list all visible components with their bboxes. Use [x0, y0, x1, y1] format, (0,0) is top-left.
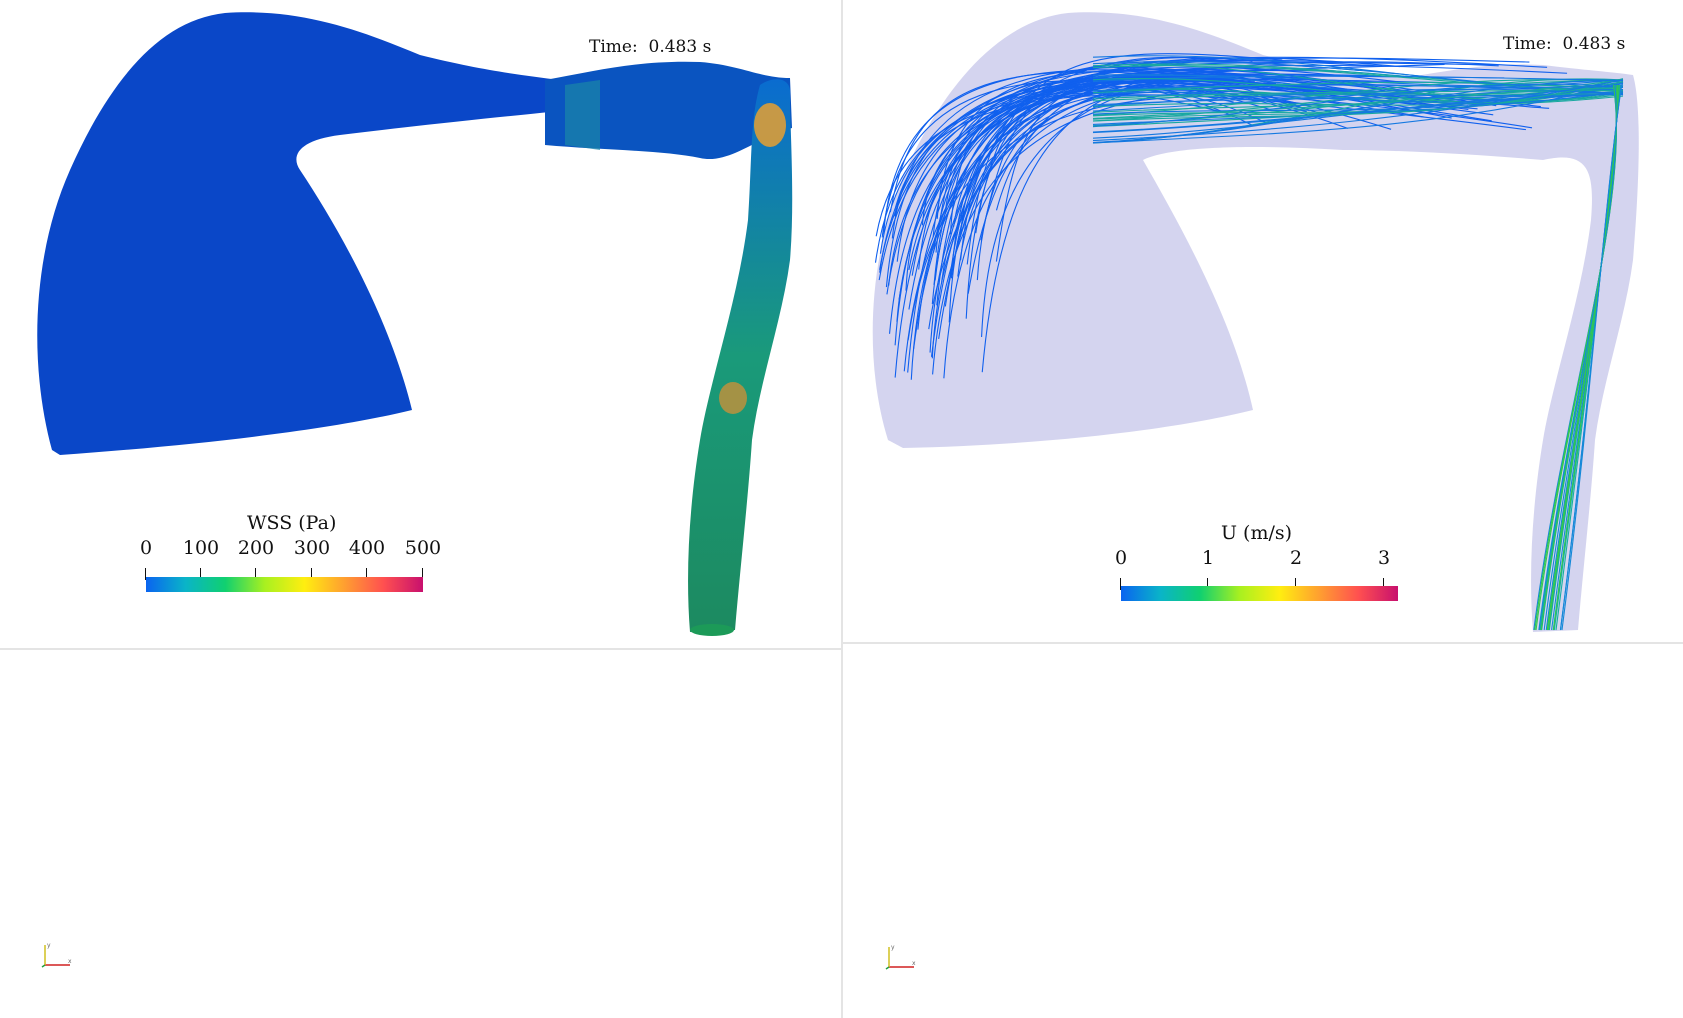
streamline: [1092, 95, 1624, 108]
viewport-wss[interactable]: Time: 0.483 s WSS (Pa) 0 100 200 300 400…: [0, 0, 841, 648]
streamline: [917, 88, 1425, 330]
colorbar-tick: 0: [1114, 547, 1128, 569]
streamline: [928, 61, 1499, 330]
colorbar-tick: 400: [348, 537, 386, 559]
colorbar-gradient: [1121, 586, 1398, 601]
streamline: [1561, 84, 1623, 631]
streamline: [1092, 81, 1624, 94]
aorta-body: [37, 12, 570, 456]
streamline: [903, 77, 1310, 372]
streamlines: [874, 53, 1624, 631]
colorbar-tick: 100: [182, 537, 220, 559]
svg-text:y: y: [891, 944, 895, 951]
orientation-axes-icon: y x: [41, 942, 72, 968]
streamline: [905, 81, 1257, 291]
streamline: [881, 80, 1258, 238]
viewport-empty-right[interactable]: y x: [843, 644, 1683, 1018]
colorbar-tick: 3: [1377, 547, 1391, 569]
colorbar-tick: 200: [237, 537, 275, 559]
streamline: [1092, 86, 1624, 112]
wss-surface-render: [37, 12, 793, 636]
streamline: [1092, 83, 1624, 127]
streamline: [1092, 88, 1624, 107]
streamline: [1547, 84, 1619, 631]
streamline: [1092, 86, 1624, 100]
streamline: [1092, 93, 1624, 133]
colorbar-tick: 300: [293, 537, 331, 559]
streamline: [1092, 80, 1624, 122]
streamline: [891, 67, 1323, 239]
upper-tube: [545, 61, 792, 160]
svg-text:y: y: [47, 942, 51, 949]
time-label: Time: 0.483 s: [1503, 34, 1626, 54]
ghost-surface: [872, 12, 1639, 633]
streamline: [1092, 78, 1624, 122]
viewport-velocity[interactable]: Time: 0.483 s U (m/s) 0 1 2 3: [843, 0, 1683, 642]
streamline: [938, 82, 1433, 340]
svg-text:x: x: [912, 960, 916, 967]
svg-text:x: x: [68, 958, 72, 965]
colorbar-tick: 0: [139, 537, 153, 559]
descending-tube: [688, 79, 793, 632]
streamline: [910, 56, 1229, 380]
colorbar-title: U (m/s): [1221, 522, 1293, 544]
colorbar-tick: 500: [404, 537, 442, 559]
orientation-axes-icon: y x: [885, 944, 916, 970]
colorbar-tick: 2: [1289, 547, 1303, 569]
time-label: Time: 0.483 s: [589, 37, 712, 57]
streamline: [1092, 79, 1624, 116]
colorbar-tick: 1: [1201, 547, 1215, 569]
viewport-empty-left[interactable]: y x: [0, 650, 841, 1018]
streamline: [1092, 79, 1624, 119]
streamline-render: [872, 12, 1639, 633]
streamline: [1092, 79, 1624, 142]
streamline: [1538, 84, 1617, 631]
streamline: [894, 94, 1527, 211]
streamline: [886, 73, 1375, 295]
colorbar-gradient: [146, 577, 423, 592]
colorbar-title: WSS (Pa): [247, 512, 337, 534]
streamline: [1092, 93, 1624, 102]
streamline: [1092, 93, 1624, 139]
streamline: [1092, 75, 1624, 82]
